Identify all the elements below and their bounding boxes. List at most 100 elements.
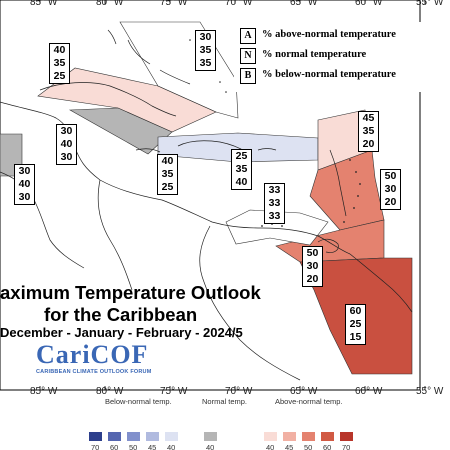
map-title: aximum Temperature Outlook (0, 282, 261, 303)
prob-above: 30 (18, 165, 31, 177)
scale-swatch-above-0 (264, 432, 277, 441)
prob-normal: 35 (53, 57, 66, 69)
prob-below: 20 (306, 273, 319, 285)
lon-label-top-80: 80° W (96, 0, 124, 8)
prob-normal: 33 (268, 197, 281, 209)
prob-box-trinidad: 50 30 20 (302, 246, 323, 287)
prob-below: 25 (161, 181, 174, 193)
scale-swatch-below-2 (127, 432, 140, 441)
lon-label-top-75: 75° W (160, 0, 188, 8)
scale-tick-above-4: 70 (342, 443, 351, 450)
scale-tick-above-2: 50 (304, 443, 313, 450)
scale-tick-below-3: 45 (148, 443, 157, 450)
prob-below: 30 (60, 151, 73, 163)
caricof-logo: CariCOF (36, 340, 149, 369)
lon-label-top-55: 55° W (416, 0, 444, 8)
lon-label-top-85: 85° W (30, 0, 58, 8)
scale-tick-below-2: 50 (129, 443, 138, 450)
lon-ticks (39, 0, 426, 390)
prob-normal: 30 (384, 183, 397, 195)
prob-box-abc-islands: 33 33 33 (264, 183, 285, 224)
prob-below: 20 (384, 196, 397, 208)
scale-tick-below-4: 40 (167, 443, 176, 450)
prob-box-hispaniola: 25 35 40 (231, 149, 252, 190)
scale-title-below: Below-normal temp. (105, 397, 172, 406)
prob-above: 30 (199, 31, 212, 43)
prob-above: 50 (306, 247, 319, 259)
scale-swatch-above-3 (321, 432, 334, 441)
legend-key-below: B (240, 68, 256, 84)
scale-swatch-below-3 (146, 432, 159, 441)
prob-above: 40 (161, 155, 174, 167)
probability-legend: A % above-normal temperature N % normal … (234, 22, 434, 92)
lon-label-bottom-80: 80° W (96, 386, 124, 397)
scale-tick-above-1: 45 (285, 443, 294, 450)
prob-above: 40 (53, 44, 66, 56)
region-belize (68, 107, 173, 155)
region-bahamas-outline (119, 21, 239, 119)
lon-label-bottom-85: 85° W (30, 386, 58, 397)
prob-below: 40 (235, 176, 248, 188)
prob-normal: 40 (60, 138, 73, 150)
prob-box-leewards: 50 30 20 (380, 169, 401, 210)
scale-title-normal: Normal temp. (202, 397, 248, 406)
lon-label-bottom-65: 65° W (290, 386, 318, 397)
legend-text-below: % below-normal temperature (262, 69, 396, 80)
prob-below: 33 (268, 210, 281, 222)
prob-below: 20 (362, 138, 375, 150)
prob-below: 15 (349, 331, 362, 343)
prob-normal: 30 (306, 260, 319, 272)
region-abc-islands (225, 209, 329, 246)
legend-text-above: % above-normal temperature (262, 29, 396, 40)
map-subtitle: for the Caribbean (44, 304, 198, 325)
scale-tick-below-1: 60 (110, 443, 119, 450)
prob-normal: 35 (235, 163, 248, 175)
prob-above: 30 (60, 125, 73, 137)
scale-swatch-below-1 (108, 432, 121, 441)
lon-label-bottom-75: 75° W (160, 386, 188, 397)
lon-label-bottom-55: 55° W (416, 386, 444, 397)
prob-box-belize: 30 40 30 (56, 124, 77, 165)
prob-normal: 40 (18, 178, 31, 190)
prob-above: 60 (349, 305, 362, 317)
prob-below: 35 (199, 57, 212, 69)
legend-key-above: A (240, 28, 256, 44)
caricof-logo-subtitle: CARIBBEAN CLIMATE OUTLOOK FORUM (36, 369, 152, 375)
prob-normal: 35 (199, 44, 212, 56)
prob-above: 45 (362, 112, 375, 124)
lon-label-bottom-70: 70° W (225, 386, 253, 397)
scale-swatch-above-2 (302, 432, 315, 441)
scale-tick-below-0: 70 (91, 443, 100, 450)
prob-box-guianas: 60 25 15 (345, 304, 366, 345)
prob-above: 33 (268, 184, 281, 196)
scale-swatch-normal-0 (204, 432, 217, 441)
prob-box-northern-leewards: 45 35 20 (358, 111, 379, 152)
prob-normal: 35 (362, 125, 375, 137)
legend-text-normal: % normal temperature (262, 49, 367, 60)
scale-swatch-below-0 (89, 432, 102, 441)
prob-box-bahamas: 30 35 35 (195, 30, 216, 71)
prob-box-cuba: 40 35 25 (49, 43, 70, 84)
prob-normal: 35 (161, 168, 174, 180)
legend-key-normal: N (240, 48, 256, 64)
scale-tick-above-3: 60 (323, 443, 332, 450)
lon-label-top-60: 60° W (355, 0, 383, 8)
lon-label-bottom-60: 60° W (355, 386, 383, 397)
prob-below: 25 (53, 70, 66, 82)
scale-title-above: Above-normal temp. (275, 397, 343, 406)
forecast-period: December - January - February - 2024/5 (0, 325, 243, 340)
scale-swatch-above-1 (283, 432, 296, 441)
prob-normal: 25 (349, 318, 362, 330)
scale-swatch-above-4 (340, 432, 353, 441)
scale-tick-above-0: 40 (266, 443, 275, 450)
prob-box-central-america: 30 40 30 (14, 164, 35, 205)
lon-label-top-65: 65° W (290, 0, 318, 8)
prob-below: 30 (18, 191, 31, 203)
prob-above: 50 (384, 170, 397, 182)
lon-label-top-70: 70° W (225, 0, 253, 8)
scale-tick-normal-0: 40 (206, 443, 215, 450)
prob-box-jamaica: 40 35 25 (157, 154, 178, 195)
scale-swatch-below-4 (165, 432, 178, 441)
prob-above: 25 (235, 150, 248, 162)
